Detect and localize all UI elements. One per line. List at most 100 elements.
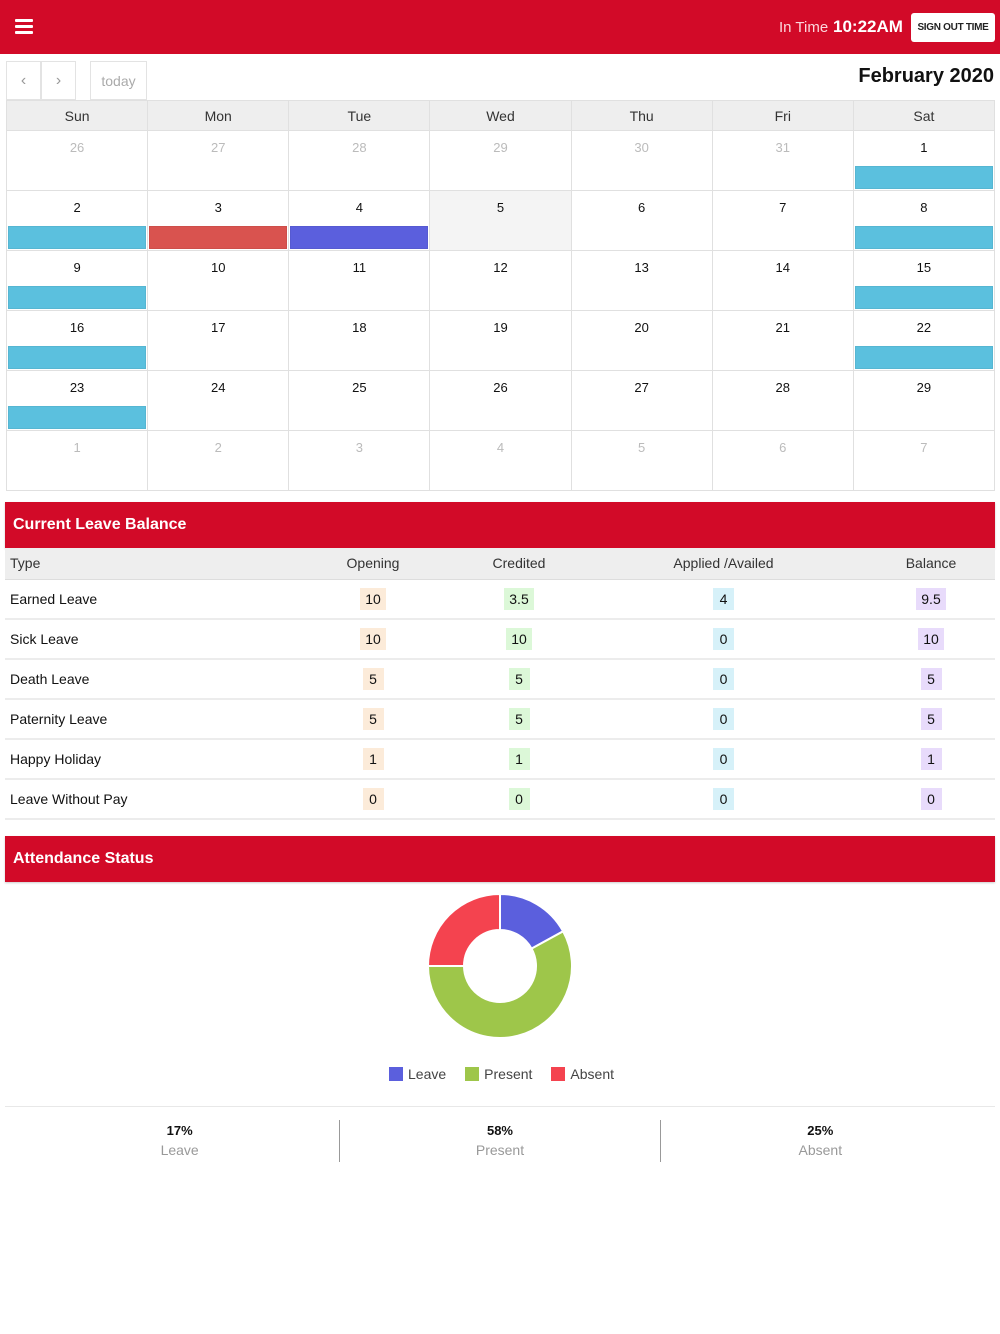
cell-balance: 5 [867,659,995,700]
calendar-day[interactable]: 27 [148,131,290,191]
calendar-day[interactable]: 3 [289,431,431,491]
opening-value: 10 [360,587,386,610]
cell-credited: 3.5 [458,579,580,620]
table-row: Death Leave 5 5 0 5 [5,659,995,700]
balance-value: 5 [920,708,942,730]
balance-value: 0 [920,788,942,810]
calendar-day[interactable]: 6 [712,431,854,491]
calendar-day[interactable]: 2 [148,431,290,491]
calendar-day[interactable]: 21 [712,311,854,371]
calendar-week: 2 3 4 5 6 7 8 [7,191,995,251]
weekday-thu: Thu [571,101,713,131]
calendar-day[interactable]: 3 [148,191,290,251]
calendar-day[interactable]: 18 [289,311,431,371]
legend-item-absent[interactable]: Absent [551,1066,614,1082]
day-number: 27 [634,380,649,395]
donut-segment-absent[interactable] [426,892,501,967]
calendar-event-holiday[interactable] [854,166,993,189]
next-month-button[interactable]: › [41,61,76,100]
chevron-left-icon: ‹ [20,71,27,89]
calendar-day[interactable]: 5 [430,191,572,251]
legend-swatch-present [465,1067,480,1081]
calendar-event-absent[interactable] [149,226,288,249]
opening-value: 5 [362,708,384,730]
table-header-row: Type Opening Credited Applied /Availed B… [5,548,995,580]
calendar-day[interactable]: 5 [571,431,713,491]
opening-value: 10 [360,628,386,650]
calendar-day[interactable]: 30 [571,131,713,191]
col-balance: Balance [867,548,995,580]
legend-item-present[interactable]: Present [465,1066,532,1082]
day-number: 29 [916,380,932,395]
day-number: 4 [355,200,363,215]
calendar-day[interactable]: 27 [571,371,713,431]
attendance-stats: 17% Leave 58% Present 25% Absent [20,1120,980,1162]
calendar-day[interactable]: 15 [853,251,995,311]
day-number: 19 [493,320,508,335]
day-number: 2 [214,440,222,455]
calendar-day[interactable]: 22 [853,311,995,371]
leave-type: Death Leave [5,659,288,700]
calendar-day[interactable]: 19 [430,311,572,371]
calendar-event-holiday[interactable] [854,286,993,309]
calendar-day[interactable]: 1 [853,131,995,191]
calendar-event-holiday[interactable] [8,226,147,249]
calendar-event-holiday[interactable] [854,346,993,369]
table-row: Earned Leave 10 3.5 4 9.5 [5,579,995,620]
stat-label: Absent [798,1142,843,1158]
calendar-day[interactable]: 9 [7,251,149,311]
credited-value: 0 [508,788,530,810]
legend-label: Present [484,1066,533,1082]
calendar-day[interactable]: 8 [853,191,995,251]
sign-out-time-button[interactable]: SIGN OUT TIME [911,13,995,42]
calendar-day[interactable]: 26 [7,131,149,191]
day-number: 26 [493,380,508,395]
calendar-day[interactable]: 6 [571,191,713,251]
prev-month-button[interactable]: ‹ [6,61,41,100]
cell-balance: 9.5 [867,579,995,620]
calendar-event-holiday[interactable] [8,346,147,369]
balance-value: 5 [920,668,942,690]
calendar-event-holiday[interactable] [8,406,147,429]
today-button[interactable]: today [90,61,147,100]
calendar-day[interactable]: 10 [148,251,290,311]
calendar-day[interactable]: 7 [853,431,995,491]
calendar-day[interactable]: 31 [712,131,854,191]
stat-value: 17% [166,1123,193,1138]
calendar-day[interactable]: 4 [430,431,572,491]
calendar-day[interactable]: 2 [7,191,149,251]
legend-item-leave[interactable]: Leave [389,1066,446,1082]
calendar-day[interactable]: 28 [289,131,431,191]
day-number: 26 [69,140,85,155]
day-number: 10 [210,260,226,275]
calendar-day[interactable]: 29 [430,131,572,191]
table-row: Happy Holiday 1 1 0 1 [5,739,995,780]
calendar-day[interactable]: 20 [571,311,713,371]
calendar-day[interactable]: 23 [7,371,149,431]
calendar-event-holiday[interactable] [854,226,993,249]
day-number: 29 [493,140,508,155]
donut-segment-present[interactable] [426,929,573,1039]
calendar-day[interactable]: 4 [289,191,431,251]
calendar-day[interactable]: 26 [430,371,572,431]
balance-value: 10 [918,628,944,650]
stat-present: 58% Present [339,1120,659,1162]
calendar-day[interactable]: 7 [712,191,854,251]
calendar-day[interactable]: 29 [853,371,995,431]
hamburger-icon[interactable] [15,19,33,35]
calendar-day[interactable]: 1 [7,431,149,491]
calendar-event-holiday[interactable] [8,286,147,309]
calendar-event-leave[interactable] [290,226,429,249]
calendar-day[interactable]: 11 [289,251,431,311]
calendar-day[interactable]: 25 [289,371,431,431]
col-opening: Opening [288,548,458,580]
calendar-day[interactable]: 14 [712,251,854,311]
calendar-day[interactable]: 17 [148,311,290,371]
calendar-day[interactable]: 24 [148,371,290,431]
weekday-sat: Sat [853,101,995,131]
calendar-day[interactable]: 16 [7,311,149,371]
calendar-day[interactable]: 28 [712,371,854,431]
day-number: 1 [920,140,928,155]
calendar-day[interactable]: 12 [430,251,572,311]
calendar-day[interactable]: 13 [571,251,713,311]
